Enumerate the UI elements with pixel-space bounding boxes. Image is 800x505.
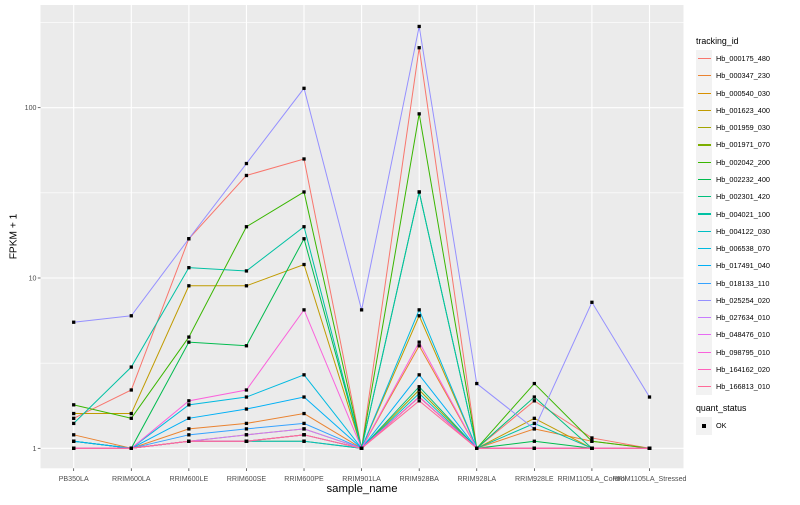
svg-text:RRIM1105LA_Stressed: RRIM1105LA_Stressed [613,475,687,483]
svg-text:1: 1 [33,445,37,453]
svg-text:PB350LA: PB350LA [59,475,89,483]
svg-text:10: 10 [29,275,37,283]
svg-text:RRIM600PE: RRIM600PE [284,475,324,483]
svg-text:RRIM928LE: RRIM928LE [515,475,554,483]
svg-text:RRIM600SE: RRIM600SE [227,475,267,483]
svg-text:100: 100 [25,104,37,112]
svg-text:RRIM600LE: RRIM600LE [170,475,209,483]
svg-text:RRIM600LA: RRIM600LA [112,475,151,483]
svg-text:RRIM928BA: RRIM928BA [399,475,439,483]
svg-text:RRIM928LA: RRIM928LA [457,475,496,483]
svg-text:RRIM901LA: RRIM901LA [342,475,381,483]
